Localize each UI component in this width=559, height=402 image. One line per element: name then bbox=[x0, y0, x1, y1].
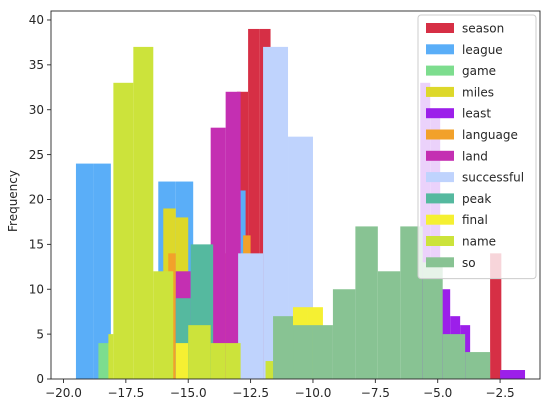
bar-season-4 bbox=[490, 253, 502, 379]
bar-so-2 bbox=[312, 325, 333, 379]
bar-final-0 bbox=[175, 343, 189, 379]
legend-swatch bbox=[426, 129, 454, 140]
series-game bbox=[98, 343, 111, 379]
bar-name-6 bbox=[225, 343, 241, 379]
bar-season-2 bbox=[248, 28, 260, 379]
bar-land-1 bbox=[210, 127, 226, 380]
legend-label: language bbox=[462, 128, 518, 142]
bar-name-4 bbox=[188, 325, 211, 379]
bar-so-8 bbox=[442, 334, 466, 379]
bar-so-9 bbox=[465, 352, 491, 379]
bar-so-4 bbox=[355, 226, 378, 379]
x-tick-label: −17.5 bbox=[107, 386, 144, 400]
bar-game-0 bbox=[98, 343, 111, 379]
legend-label: peak bbox=[462, 192, 491, 206]
legend-label: league bbox=[462, 43, 503, 57]
bar-so-7 bbox=[422, 262, 443, 379]
y-tick-label: 35 bbox=[29, 58, 44, 72]
x-tick-label: −5.0 bbox=[423, 386, 452, 400]
x-tick-label: −15.0 bbox=[170, 386, 207, 400]
legend-label: season bbox=[462, 22, 504, 36]
legend-label: so bbox=[462, 256, 476, 270]
x-tick-label: −2.5 bbox=[486, 386, 515, 400]
x-tick-label: −12.5 bbox=[232, 386, 269, 400]
y-tick-label: 15 bbox=[29, 238, 44, 252]
axes: −20.0 −17.5 −15.0 −12.5 −10.0 −7.5 −5.0 −2.5 0 5 1… bbox=[29, 10, 541, 400]
y-axis-label: Frequency bbox=[6, 170, 20, 232]
x-tick-label: −10.0 bbox=[295, 386, 332, 400]
bar-name-2 bbox=[133, 46, 154, 380]
legend-swatch bbox=[426, 108, 454, 119]
bar-name-5 bbox=[210, 343, 226, 379]
plot-frame bbox=[50, 10, 541, 380]
bar-name-0 bbox=[108, 334, 114, 379]
legend-swatch bbox=[426, 23, 454, 33]
bar-so-6 bbox=[400, 226, 423, 379]
legend-swatch bbox=[426, 86, 454, 97]
bar-so-0 bbox=[273, 316, 294, 379]
legend: season league game miles least language land su… bbox=[417, 14, 537, 280]
series-name bbox=[108, 46, 281, 380]
x-tick-label: −7.5 bbox=[361, 386, 390, 400]
legend-swatch bbox=[426, 193, 454, 204]
legend-label: miles bbox=[462, 85, 494, 99]
legend-label: final bbox=[462, 213, 488, 227]
legend-box bbox=[417, 14, 537, 280]
legend-swatch bbox=[426, 257, 454, 268]
bar-successful-0 bbox=[238, 253, 264, 379]
y-tick-label: 5 bbox=[36, 327, 44, 341]
legend-label: game bbox=[462, 64, 496, 78]
y-tick-label: 40 bbox=[29, 13, 44, 27]
legend-swatch bbox=[426, 172, 454, 183]
x-tick-label: −20.0 bbox=[45, 386, 82, 400]
y-tick-label: 10 bbox=[29, 282, 44, 296]
bar-least-5 bbox=[500, 370, 526, 379]
y-tick-label: 0 bbox=[36, 372, 44, 386]
bar-league-0 bbox=[75, 163, 94, 379]
bar-so-5 bbox=[377, 271, 401, 379]
bar-so-3 bbox=[332, 289, 356, 379]
legend-label: successful bbox=[462, 171, 524, 185]
series-so bbox=[273, 226, 491, 379]
y-tick-label: 20 bbox=[29, 193, 44, 207]
legend-swatch bbox=[426, 214, 454, 225]
legend-label: land bbox=[462, 149, 488, 163]
bar-land-2 bbox=[225, 91, 241, 379]
legend-swatch bbox=[426, 150, 454, 161]
histogram-bars bbox=[75, 28, 526, 380]
bar-league-1 bbox=[93, 163, 111, 379]
series-land bbox=[175, 91, 241, 380]
y-tick-label: 30 bbox=[29, 103, 44, 117]
legend-swatch bbox=[426, 44, 454, 55]
legend-label: name bbox=[462, 235, 496, 249]
bar-name-1 bbox=[113, 82, 134, 380]
bar-so-1 bbox=[293, 325, 313, 379]
legend-swatch bbox=[426, 65, 454, 76]
legend-label: least bbox=[462, 107, 491, 121]
legend-swatch bbox=[426, 236, 454, 246]
bar-name-3 bbox=[153, 271, 174, 379]
y-tick-label: 25 bbox=[29, 148, 44, 162]
